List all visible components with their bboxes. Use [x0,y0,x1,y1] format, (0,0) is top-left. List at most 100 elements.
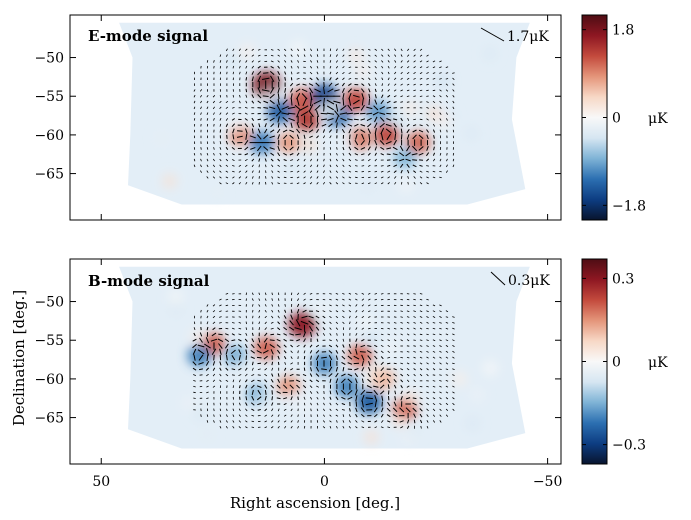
b-mode-polarization-vector [413,373,416,377]
e-mode-polarization-vector [341,87,345,93]
b-mode-polarization-vector [264,390,267,395]
e-mode-polarization-vector [244,140,249,146]
e-mode-polarization-vector [352,99,360,105]
b-mode-polarization-vector [251,298,254,301]
b-mode-polarization-vector [386,407,391,412]
b-mode-polarization-vector [277,373,280,377]
b-mode-polarization-vector [432,333,436,336]
e-mode-polarization-vector [393,128,397,134]
e-mode-polarization-vector [367,176,371,179]
e-mode-polarization-vector [270,123,275,128]
e-mode-polarization-vector [277,87,280,94]
b-mode-colorbar-tick-label: 0.3 [612,271,634,287]
b-mode-polarization-vector [296,303,300,308]
b-mode-polarization-vector [373,389,378,396]
b-mode-polarization-vector [426,321,429,324]
e-mode-polarization-vector [374,170,378,173]
e-mode-cold-spot [266,100,293,124]
b-mode-polarization-vector [277,315,280,319]
b-mode-polarization-vector [426,298,429,301]
e-mode-polarization-vector [206,60,209,63]
e-mode-polarization-vector [380,127,385,135]
b-mode-polarization-vector [335,414,339,417]
b-mode-polarization-vector [426,333,429,336]
b-mode-polarization-vector [419,298,423,301]
e-mode-polarization-vector [263,134,269,140]
b-mode-polarization-vector [426,316,429,318]
b-mode-polarization-vector [387,344,391,348]
e-mode-polarization-vector [294,104,302,111]
e-mode-polarization-vector [308,122,314,129]
e-mode-polarization-vector [219,170,222,173]
b-mode-polarization-vector [329,420,332,423]
e-mode-polarization-vector [231,118,235,121]
e-mode-polarization-vector [399,163,404,168]
b-mode-polarization-vector [264,327,268,330]
e-mode-polarization-vector [326,99,335,105]
e-mode-polarization-vector [394,133,397,140]
e-mode-polarization-vector [347,118,353,121]
e-mode-polarization-vector [226,129,228,133]
e-mode-polarization-vector [353,112,360,115]
e-mode-polarization-vector [277,145,280,151]
e-mode-polarization-vector [309,65,313,69]
b-mode-polarization-vector [296,390,300,395]
b-mode-polarization-vector [445,402,449,406]
b-mode-polarization-vector [329,321,332,324]
e-mode-polarization-vector [394,77,397,80]
b-mode-polarization-vector [271,414,274,417]
e-mode-polarization-vector [439,95,442,98]
e-mode-polarization-vector [452,100,455,104]
e-mode-polarization-vector [277,93,280,100]
e-mode-polarization-vector [342,77,345,81]
b-mode-polarization-vector [271,402,274,406]
e-mode-polarization-vector [269,71,275,75]
e-mode-polarization-vector [419,176,423,179]
e-mode-polarization-vector [238,176,242,179]
b-mode-polarization-vector [386,378,391,384]
e-mode-polarization-vector [226,65,228,69]
b-mode-polarization-vector [349,315,351,319]
e-mode-polarization-vector [361,165,365,167]
e-mode-polarization-vector [200,112,202,115]
e-mode-polarization-vector [321,123,327,127]
e-mode-polarization-vector [360,147,366,150]
e-mode-polarization-vector [348,83,352,87]
b-mode-polarization-vector [316,391,319,394]
e-mode-polarization-vector [452,106,455,110]
b-mode-polarization-vector [276,397,281,400]
e-mode-polarization-vector [335,65,339,69]
b-mode-polarization-vector [374,372,378,378]
e-mode-polarization-vector [287,106,296,109]
e-mode-polarization-vector [251,60,254,63]
b-mode-polarization-vector [302,385,307,389]
b-mode-polarization-vector [432,420,436,423]
b-mode-polarization-vector [245,332,248,336]
b-mode-polarization-vector [399,420,404,423]
e-mode-polarization-vector [283,171,287,173]
e-mode-polarization-vector [399,152,405,157]
b-mode-polarization-vector [380,293,384,295]
b-mode-polarization-vector [406,425,410,429]
b-mode-polarization-vector [245,414,248,417]
e-mode-polarization-vector [296,93,301,100]
b-mode-polarization-vector [426,385,429,388]
e-mode-polarization-vector [275,110,282,117]
e-mode-polarization-vector [379,106,385,110]
e-mode-polarization-vector [393,118,398,121]
e-mode-polarization-vector [386,100,391,104]
b-mode-polarization-vector [316,396,319,400]
b-mode-polarization-vector [407,419,410,424]
b-mode-polarization-vector [316,408,319,412]
e-mode-polarization-vector [374,122,378,129]
e-mode-polarization-vector [361,66,365,69]
b-mode-polarization-vector [355,298,358,301]
e-mode-polarization-vector [348,164,352,167]
b-mode-polarization-vector [406,391,410,394]
b-mode-polarization-vector [336,338,338,342]
e-mode-polarization-vector [257,100,262,104]
e-mode-polarization-vector [245,88,248,93]
b-mode-polarization-vector [439,327,442,330]
b-mode-polarization-vector [283,420,287,423]
e-mode-polarization-vector [303,170,306,173]
